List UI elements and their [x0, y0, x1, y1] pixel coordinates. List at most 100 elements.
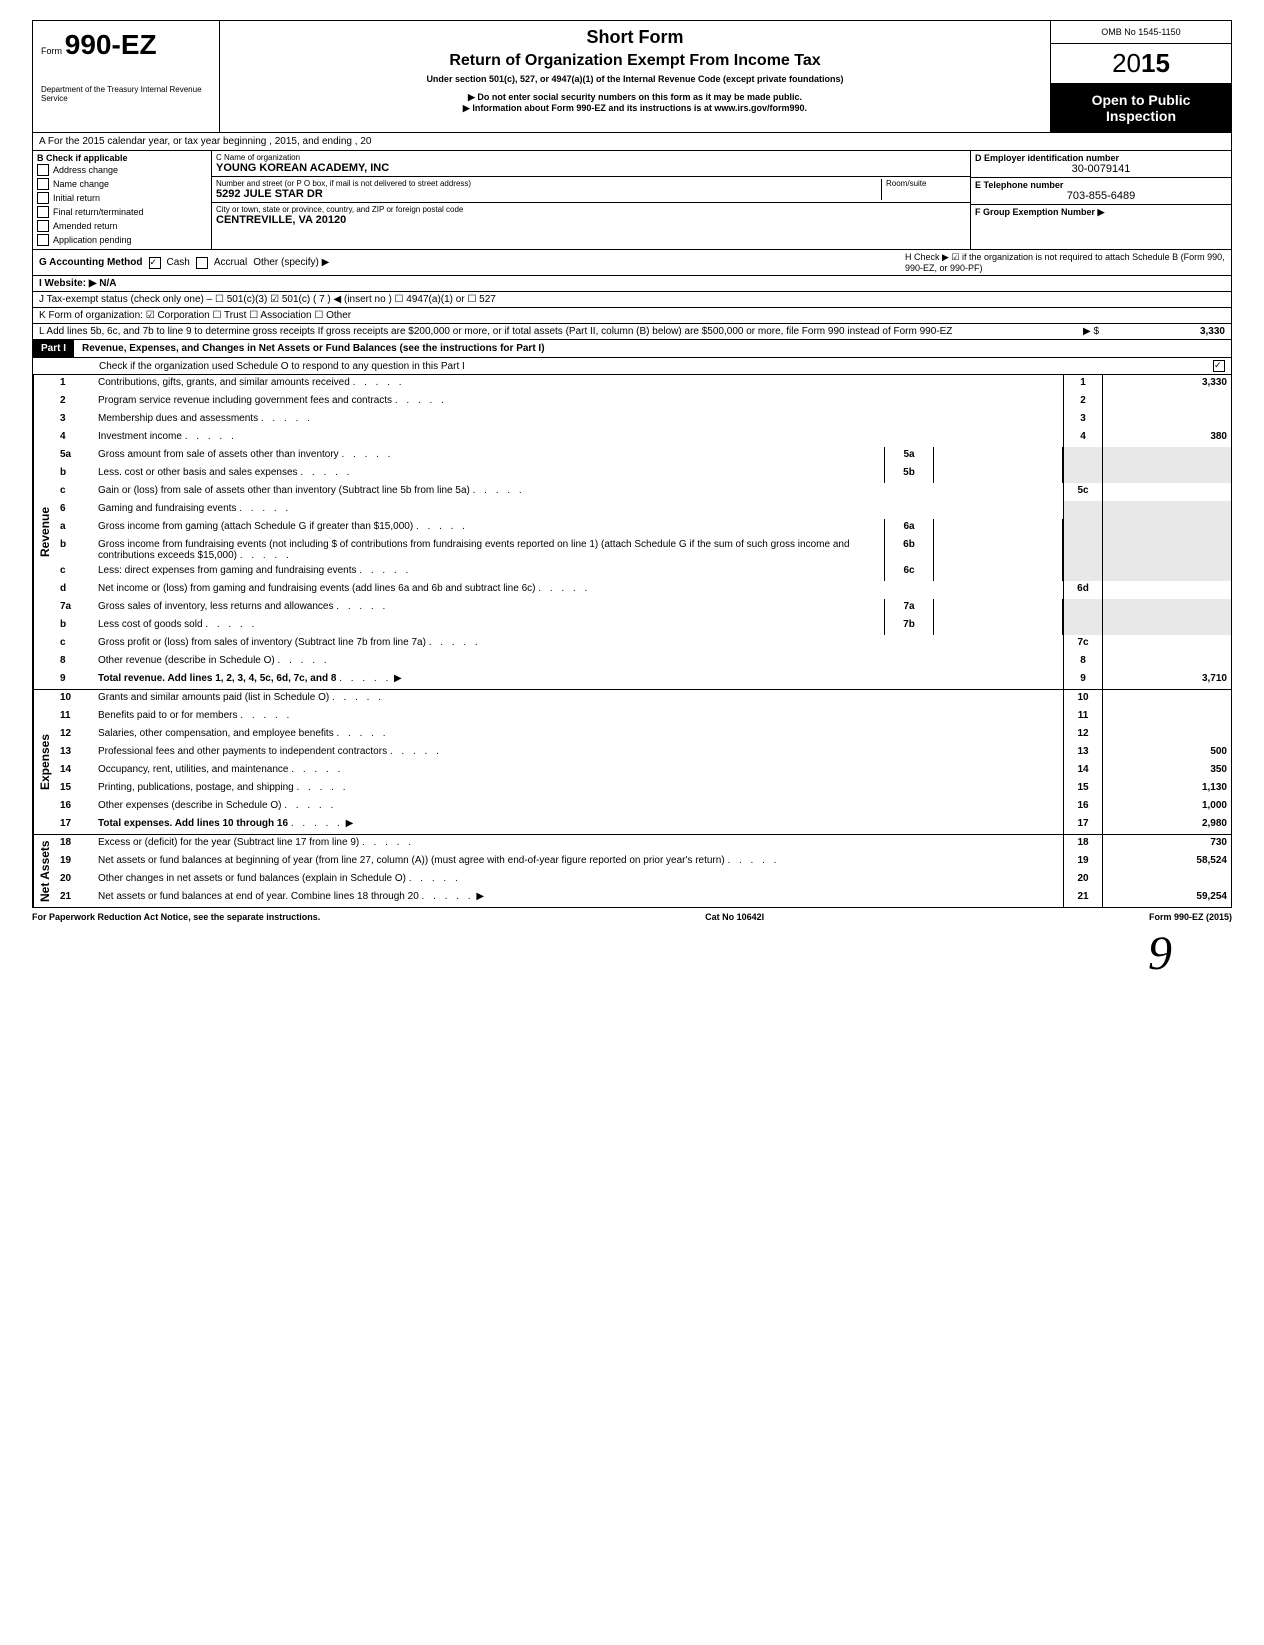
- omb-number: OMB No 1545-1150: [1051, 21, 1231, 44]
- netassets-section: Net Assets 18Excess or (deficit) for the…: [32, 835, 1232, 908]
- right-line-val: [1103, 563, 1231, 581]
- warn-info: ▶ Information about Form 990-EZ and its …: [230, 103, 1040, 114]
- line-number: 18: [56, 835, 94, 853]
- right-line-val: [1103, 581, 1231, 599]
- group-exemption-row: F Group Exemption Number ▶: [971, 205, 1231, 220]
- expense-rows: 10Grants and similar amounts paid (list …: [56, 690, 1231, 834]
- part1-title: Revenue, Expenses, and Changes in Net As…: [74, 340, 1231, 357]
- line-number: a: [56, 519, 94, 537]
- line-number: 2: [56, 393, 94, 411]
- checkbox-icon: [37, 206, 49, 218]
- line-row: 18Excess or (deficit) for the year (Subt…: [56, 835, 1231, 853]
- year-prefix: 20: [1112, 48, 1141, 78]
- street-address: 5292 JULE STAR DR: [216, 188, 881, 200]
- b-label: B Check if applicable: [37, 153, 207, 163]
- line-row: 4Investment income . . . . .4380: [56, 429, 1231, 447]
- netassets-side-label: Net Assets: [33, 835, 56, 907]
- line-number: 17: [56, 816, 94, 834]
- right-line-ref: 4: [1063, 429, 1103, 447]
- line-number: 1: [56, 375, 94, 393]
- addr-row: Number and street (or P O box, if mail i…: [212, 177, 970, 203]
- right-line-ref: 10: [1063, 690, 1103, 708]
- right-line-val: 1,130: [1103, 780, 1231, 798]
- checkbox-icon: [37, 220, 49, 232]
- city-label: City or town, state or province, country…: [216, 205, 966, 214]
- line-row: bLess. cost or other basis and sales exp…: [56, 465, 1231, 483]
- right-line-ref: [1063, 501, 1103, 519]
- b-item-4: Amended return: [53, 221, 118, 231]
- right-line-val: [1103, 465, 1231, 483]
- right-line-val: [1103, 501, 1231, 519]
- open-to-public: Open to Public Inspection: [1051, 84, 1231, 132]
- line-number: c: [56, 563, 94, 581]
- line-g-h: G Accounting Method Cash Accrual Other (…: [32, 250, 1232, 276]
- ein-label: D Employer identification number: [975, 153, 1227, 163]
- line-a-text: A For the 2015 calendar year, or tax yea…: [33, 133, 1231, 150]
- line-row: cGross profit or (loss) from sales of in…: [56, 635, 1231, 653]
- right-line-ref: 11: [1063, 708, 1103, 726]
- right-line-ref: 19: [1063, 853, 1103, 871]
- right-line-ref: [1063, 537, 1103, 563]
- tel-row: E Telephone number 703-855-6489: [971, 178, 1231, 205]
- revenue-rows: 1Contributions, gifts, grants, and simil…: [56, 375, 1231, 689]
- title-main: Return of Organization Exempt From Incom…: [230, 52, 1040, 70]
- check-final-return[interactable]: Final return/terminated: [37, 205, 207, 219]
- city-row: City or town, state or province, country…: [212, 203, 970, 228]
- line-desc: Membership dues and assessments . . . . …: [94, 411, 1063, 429]
- line-number: c: [56, 483, 94, 501]
- checkbox-icon: [37, 164, 49, 176]
- checkbox-icon: [37, 178, 49, 190]
- mid-line-ref: 5a: [884, 447, 934, 465]
- check-schedule-o[interactable]: [1213, 360, 1225, 372]
- accrual-label: Accrual: [214, 257, 247, 268]
- form-of-org: K Form of organization: ☑ Corporation ☐ …: [39, 310, 351, 321]
- right-line-val: 2,980: [1103, 816, 1231, 834]
- right-line-val: [1103, 519, 1231, 537]
- right-line-ref: [1063, 447, 1103, 465]
- b-item-0: Address change: [53, 165, 118, 175]
- part1-header: Part I Revenue, Expenses, and Changes in…: [32, 340, 1232, 358]
- check-name-change[interactable]: Name change: [37, 177, 207, 191]
- check-initial-return[interactable]: Initial return: [37, 191, 207, 205]
- tax-year: 2015: [1051, 44, 1231, 84]
- mid-line-ref: 6b: [884, 537, 934, 563]
- line-row: dNet income or (loss) from gaming and fu…: [56, 581, 1231, 599]
- line-desc: Net assets or fund balances at end of ye…: [94, 889, 1063, 907]
- form-header: Form 990-EZ Department of the Treasury I…: [32, 20, 1232, 133]
- line-row: 12Salaries, other compensation, and empl…: [56, 726, 1231, 744]
- line-h: H Check ▶ ☑ if the organization is not r…: [905, 252, 1225, 273]
- line-number: 4: [56, 429, 94, 447]
- line-row: 3Membership dues and assessments . . . .…: [56, 411, 1231, 429]
- check-cash[interactable]: [149, 257, 161, 269]
- line-row: 14Occupancy, rent, utilities, and mainte…: [56, 762, 1231, 780]
- right-line-val: 1,000: [1103, 798, 1231, 816]
- room-label: Room/suite: [881, 179, 966, 200]
- line-desc: Contributions, gifts, grants, and simila…: [94, 375, 1063, 393]
- line-row: 2Program service revenue including gover…: [56, 393, 1231, 411]
- line-number: 13: [56, 744, 94, 762]
- website-label: I Website: ▶ N/A: [39, 278, 117, 289]
- check-application-pending[interactable]: Application pending: [37, 233, 207, 247]
- right-line-ref: [1063, 465, 1103, 483]
- ein: 30-0079141: [975, 163, 1227, 175]
- line-desc: Salaries, other compensation, and employ…: [94, 726, 1063, 744]
- line-l-arrow: ▶ $: [1083, 326, 1099, 337]
- footer-left: For Paperwork Reduction Act Notice, see …: [32, 912, 320, 922]
- line-row: 19Net assets or fund balances at beginni…: [56, 853, 1231, 871]
- line-row: 5aGross amount from sale of assets other…: [56, 447, 1231, 465]
- right-line-ref: 2: [1063, 393, 1103, 411]
- right-line-ref: 3: [1063, 411, 1103, 429]
- subtitle: Under section 501(c), 527, or 4947(a)(1)…: [230, 74, 1040, 84]
- check-accrual[interactable]: [196, 257, 208, 269]
- line-number: c: [56, 635, 94, 653]
- line-number: 15: [56, 780, 94, 798]
- check-amended-return[interactable]: Amended return: [37, 219, 207, 233]
- check-address-change[interactable]: Address change: [37, 163, 207, 177]
- year-bold: 15: [1141, 48, 1170, 78]
- right-line-ref: 21: [1063, 889, 1103, 907]
- line-number: 12: [56, 726, 94, 744]
- right-line-val: [1103, 617, 1231, 635]
- mid-line-ref: 7b: [884, 617, 934, 635]
- line-number: 5a: [56, 447, 94, 465]
- line-row: 6Gaming and fundraising events . . . . .: [56, 501, 1231, 519]
